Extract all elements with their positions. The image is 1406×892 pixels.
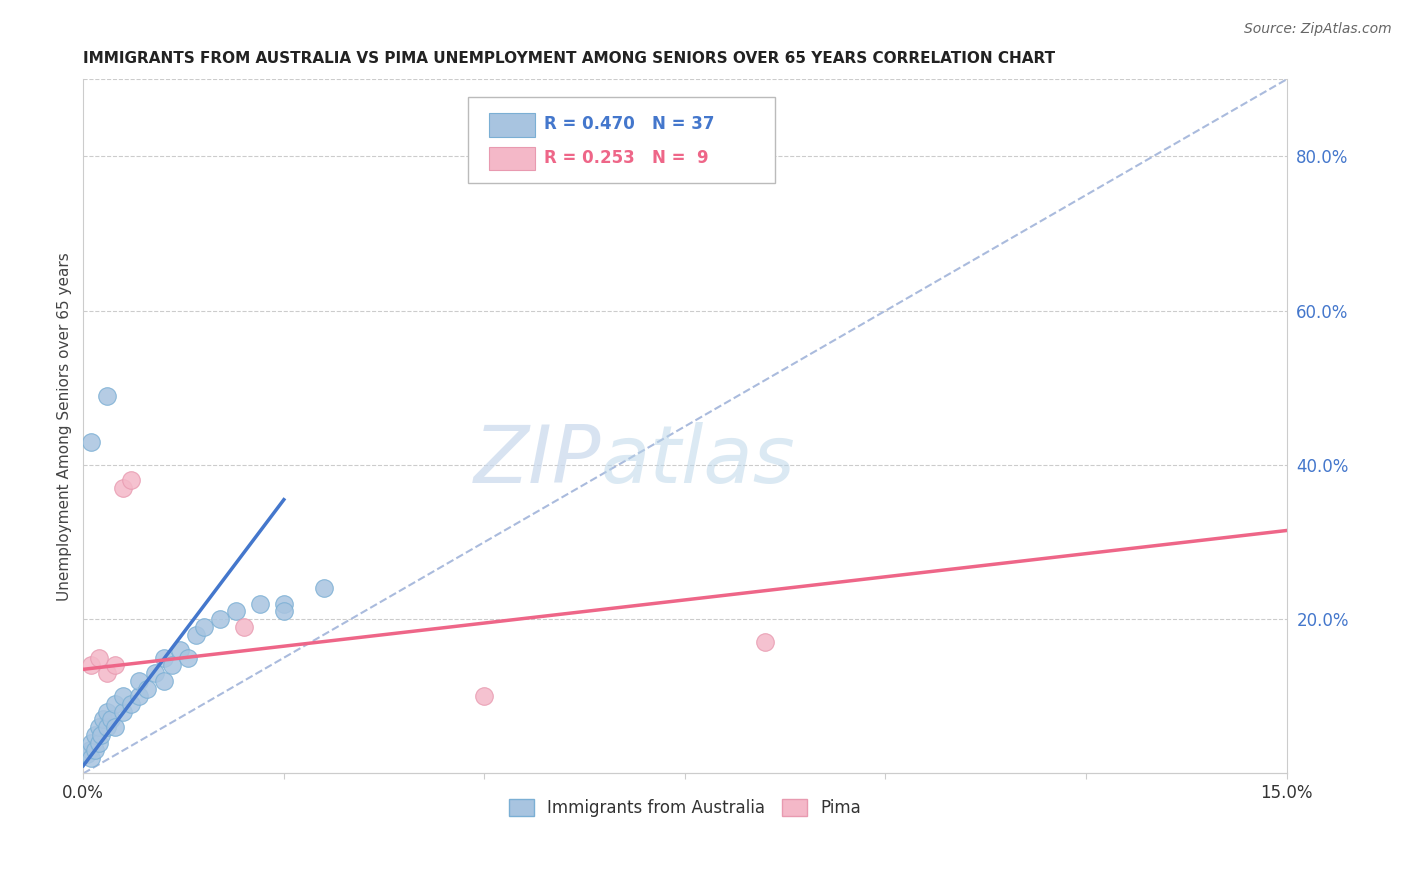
Point: [100, 713, 122, 727]
Point: [152, 650, 174, 665]
FancyBboxPatch shape: [489, 113, 534, 137]
Point: [160, 658, 183, 673]
Point: [112, 705, 135, 719]
Point: [84, 728, 107, 742]
Point: [176, 650, 198, 665]
Point: [89, 735, 111, 749]
Text: ZIP: ZIP: [474, 422, 600, 500]
Point: [193, 620, 215, 634]
Point: [249, 597, 271, 611]
Point: [104, 720, 127, 734]
Legend: Immigrants from Australia, Pima: Immigrants from Australia, Pima: [502, 793, 868, 824]
Point: [232, 620, 254, 634]
Point: [104, 658, 127, 673]
Point: [145, 666, 167, 681]
Point: [169, 643, 191, 657]
Text: IMMIGRANTS FROM AUSTRALIA VS PIMA UNEMPLOYMENT AMONG SENIORS OVER 65 YEARS CORRE: IMMIGRANTS FROM AUSTRALIA VS PIMA UNEMPL…: [83, 51, 1056, 66]
Point: [128, 690, 150, 704]
Point: [273, 597, 295, 611]
Point: [474, 690, 496, 704]
Point: [79, 743, 101, 757]
Point: [208, 612, 231, 626]
Point: [120, 474, 142, 488]
Point: [312, 582, 335, 596]
Point: [89, 650, 111, 665]
Text: atlas: atlas: [600, 422, 796, 500]
Point: [80, 434, 103, 449]
Point: [89, 720, 111, 734]
Point: [90, 728, 112, 742]
Point: [120, 697, 142, 711]
Point: [96, 388, 118, 402]
Text: Source: ZipAtlas.com: Source: ZipAtlas.com: [1244, 22, 1392, 37]
Point: [754, 635, 776, 649]
Text: R = 0.470   N = 37: R = 0.470 N = 37: [544, 115, 714, 134]
Point: [104, 697, 127, 711]
Point: [93, 713, 115, 727]
Point: [273, 605, 295, 619]
Point: [80, 751, 103, 765]
FancyBboxPatch shape: [489, 146, 534, 170]
Point: [128, 673, 150, 688]
Point: [84, 743, 107, 757]
Text: R = 0.253   N =  9: R = 0.253 N = 9: [544, 150, 709, 168]
Point: [184, 627, 207, 641]
FancyBboxPatch shape: [468, 96, 775, 184]
Point: [80, 658, 103, 673]
Point: [80, 735, 103, 749]
Point: [96, 720, 118, 734]
Point: [136, 681, 159, 696]
Point: [152, 673, 174, 688]
Point: [76, 747, 98, 761]
Point: [225, 605, 247, 619]
Point: [96, 705, 118, 719]
Y-axis label: Unemployment Among Seniors over 65 years: Unemployment Among Seniors over 65 years: [58, 252, 72, 601]
Point: [112, 690, 135, 704]
Point: [112, 481, 135, 495]
Point: [96, 666, 118, 681]
